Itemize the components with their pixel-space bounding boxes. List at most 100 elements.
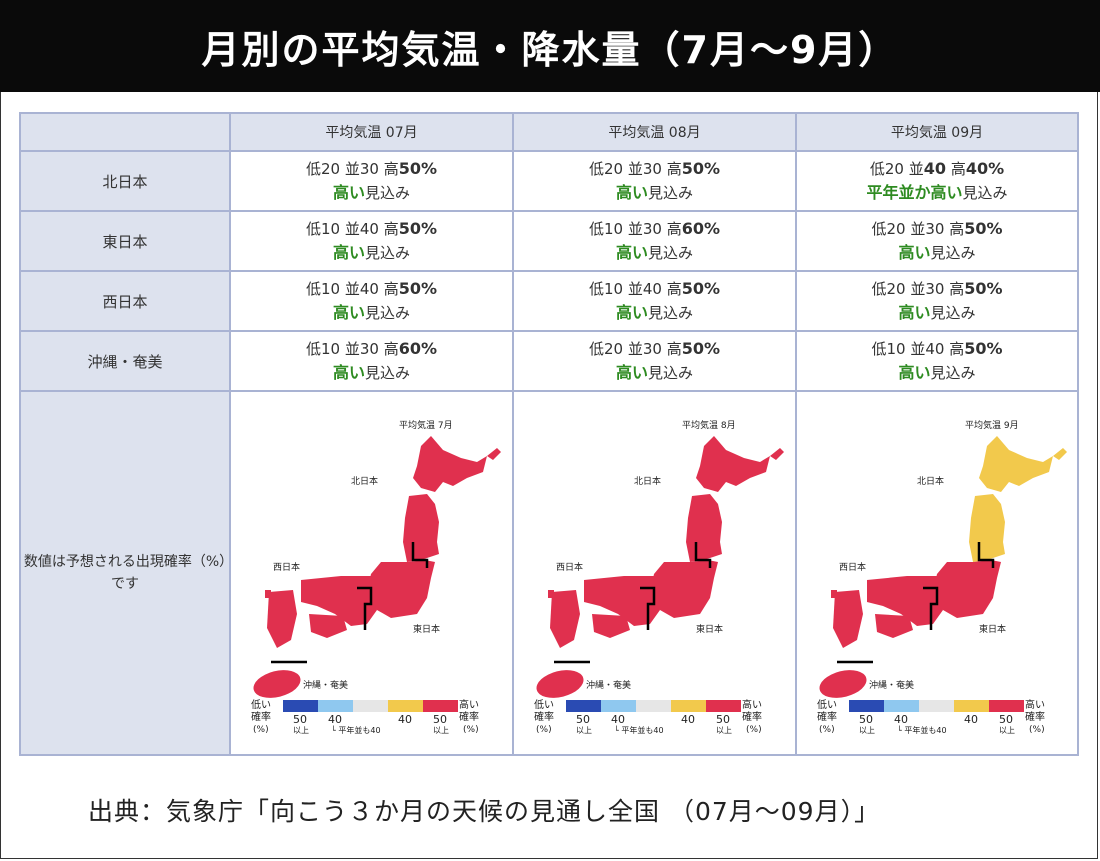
high-prob-value: 50%	[964, 219, 1003, 238]
hokkaido-shape	[413, 436, 487, 492]
shikoku-shape	[875, 614, 913, 638]
kyushu-shape	[267, 590, 297, 648]
north-japan-label: 北日本	[634, 475, 661, 487]
high-prob-value: 50%	[398, 159, 438, 178]
probabilities: 低10 並40 高50%	[514, 277, 795, 301]
legend-low-sub: 確率	[251, 710, 271, 723]
forecast-cell: 低20 並30 高50% 高い見込み	[512, 330, 797, 392]
north-boundary	[977, 542, 995, 568]
north-boundary	[411, 542, 429, 568]
trend-suffix: 見込み	[962, 184, 1008, 202]
probabilities: 低10 並30 高60%	[514, 217, 795, 241]
forecast-cell: 低20 並40 高40% 平年並か高い見込み	[795, 150, 1079, 212]
low-prob: 低20	[871, 280, 906, 298]
probabilities: 低20 並30 高50%	[231, 157, 512, 181]
shikoku-shape	[592, 614, 630, 638]
okinawa-shape	[536, 670, 584, 698]
forecast-cell: 低20 並30 高50% 高い見込み	[795, 210, 1079, 272]
legend-high-unit: (%)	[1029, 725, 1045, 735]
map-note-text: 数値は予想される出現確率（%）です	[23, 554, 227, 592]
okinawa-label: 沖縄・奄美	[303, 679, 348, 691]
trend-line: 平年並か高い見込み	[797, 181, 1077, 205]
trend-line: 高い見込み	[231, 241, 512, 265]
normal-prob-value: 40	[923, 159, 947, 178]
trend-suffix: 見込み	[930, 244, 976, 262]
north-boundary	[694, 542, 712, 568]
source-footer: 出典：気象庁「向こう３か月の天候の見通し全国 （07月〜09月）」	[88, 797, 881, 826]
low-prob: 低10	[588, 220, 624, 238]
high-prob-label: 高	[383, 280, 399, 298]
legend-low-title: 低い	[251, 698, 271, 711]
region-label: 西日本	[19, 270, 231, 332]
legend-high-sub: 確率	[1025, 710, 1045, 723]
trend-line: 高い見込み	[514, 181, 795, 205]
legend-swatch	[989, 700, 1024, 712]
legend-sub-label: └ 平年並も40	[897, 725, 947, 735]
normal-prob: 並30	[344, 340, 379, 358]
okinawa-label: 沖縄・奄美	[586, 679, 631, 691]
legend-low-unit: (%)	[253, 725, 269, 735]
trend-line: 高い見込み	[231, 301, 512, 325]
low-prob: 低20	[871, 220, 906, 238]
column-header: 平均気温 08月	[512, 112, 797, 152]
tohoku-shape	[686, 494, 722, 562]
trend-suffix: 見込み	[930, 304, 976, 322]
legend-high-title: 高い	[742, 698, 762, 711]
map-title: 平均気温 8月	[682, 419, 736, 431]
east-japan-label: 東日本	[413, 623, 440, 635]
legend-low-sub: 確率	[817, 710, 837, 723]
table-row: 東日本 低10 並40 高50% 高い見込み 低10 並30 高60% 高い見込み 低20…	[19, 210, 1079, 272]
high-prob-value: 50%	[964, 279, 1003, 298]
legend-swatch	[283, 700, 318, 712]
trend-suffix: 見込み	[930, 364, 976, 382]
west-japan-label: 西日本	[839, 561, 866, 573]
high-prob-value: 50%	[681, 279, 721, 298]
island-shape	[831, 590, 837, 598]
high-prob-value: 50%	[681, 159, 721, 178]
normal-prob: 並40	[910, 340, 945, 358]
low-prob: 低10	[871, 340, 906, 358]
normal-prob: 並30	[910, 220, 945, 238]
legend-sub-label: └ 平年並も40	[614, 725, 664, 735]
legend-swatch	[884, 700, 919, 712]
east-japan-label: 東日本	[979, 623, 1006, 635]
legend-tick: 40	[681, 713, 695, 726]
island-shape	[487, 448, 501, 460]
normal-prob: 並30	[627, 220, 662, 238]
high-prob-value: 50%	[964, 339, 1003, 358]
trend-label: 高い	[898, 243, 931, 262]
high-prob-label: 高	[383, 220, 399, 238]
map-cell: 平均気温 7月 北日本 西日本 東日本 沖縄・奄美 低い 確率 (%) 高い 確率 (%) 50 40 4…	[229, 390, 514, 756]
low-prob: 低10	[305, 340, 341, 358]
trend-line: 高い見込み	[514, 301, 795, 325]
low-prob: 低20	[869, 160, 904, 178]
legend-tick: 50	[999, 713, 1013, 726]
forecast-cell: 低10 並40 高50% 高い見込み	[512, 270, 797, 332]
island-shape	[770, 448, 784, 460]
map-box: 平均気温 8月 北日本 西日本 東日本 沖縄・奄美 低い 確率 (%) 高い 確率 (%) 50 40 4…	[514, 392, 796, 754]
high-prob-value: 60%	[398, 339, 438, 358]
normal-prob: 並30	[344, 160, 379, 178]
table-row: 北日本 低20 並30 高50% 高い見込み 低20 並30 高50% 高い見込み 低20…	[19, 150, 1079, 212]
forecast-cell: 低10 並30 高60% 高い見込み	[512, 210, 797, 272]
legend-low-title: 低い	[534, 698, 554, 711]
probabilities: 低10 並40 高50%	[231, 217, 512, 241]
probabilities: 低10 並40 高50%	[231, 277, 512, 301]
map-cell: 平均気温 9月 北日本 西日本 東日本 沖縄・奄美 低い 確率 (%) 高い 確率 (%) 50 40 4…	[795, 390, 1079, 756]
trend-label: 高い	[332, 363, 365, 382]
trend-line: 高い見込み	[231, 181, 512, 205]
kyushu-shape	[550, 590, 580, 648]
probabilities: 低10 並40 高50%	[797, 337, 1077, 361]
trend-line: 高い見込み	[514, 361, 795, 385]
legend-sub-label: 以上	[433, 726, 449, 735]
trend-label: 高い	[332, 243, 365, 262]
legend-tick: 50	[433, 713, 447, 726]
north-japan-label: 北日本	[351, 475, 378, 487]
east-japan-label: 東日本	[696, 623, 723, 635]
island-shape	[265, 590, 271, 598]
okinawa-label: 沖縄・奄美	[869, 679, 914, 691]
legend-high-title: 高い	[459, 698, 479, 711]
okinawa-shape	[253, 670, 301, 698]
